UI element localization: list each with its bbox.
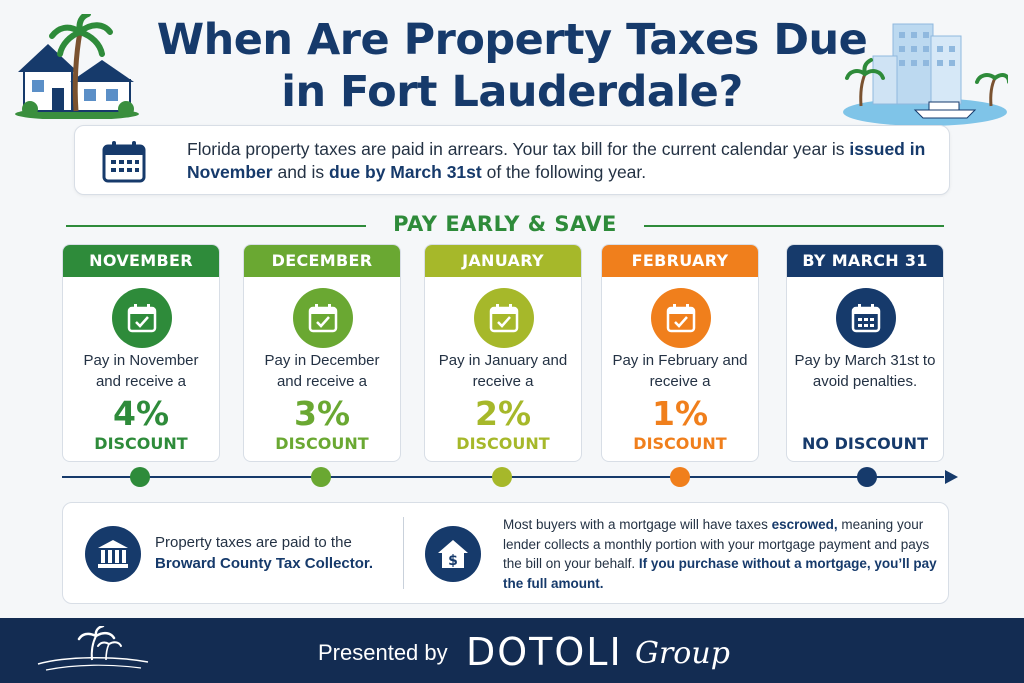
section-heading: PAY EARLY & SAVE bbox=[66, 210, 944, 240]
tax-collector-name: Broward County Tax Collector. bbox=[155, 555, 374, 572]
timeline-dot-january bbox=[492, 467, 512, 487]
card-pct: 2% bbox=[474, 394, 532, 433]
card-pct: 4% bbox=[112, 394, 170, 433]
city-illustration bbox=[843, 16, 1011, 133]
card-month: BY MARCH 31 bbox=[787, 245, 943, 277]
timeline-dot-february bbox=[670, 467, 690, 487]
card-desc: Pay in November and receive a bbox=[83, 352, 199, 390]
calendar-check-icon bbox=[474, 288, 534, 348]
card-desc: Pay by March 31st to avoid penalties. bbox=[794, 352, 936, 390]
card-discount: DISCOUNT bbox=[633, 434, 727, 453]
info-box: Property taxes are paid to the Broward C… bbox=[62, 502, 949, 604]
card-month: FEBRUARY bbox=[602, 245, 758, 277]
card-discount: DISCOUNT bbox=[275, 434, 369, 453]
card-month: NOVEMBER bbox=[63, 245, 219, 277]
brand-group: Group bbox=[635, 636, 730, 671]
divider bbox=[66, 225, 366, 227]
page-title: When Are Property Taxes Due in Fort Laud… bbox=[156, 15, 868, 117]
due-date: due by March 31st bbox=[329, 162, 482, 182]
timeline-dot-december bbox=[311, 467, 331, 487]
arrow-right-icon bbox=[945, 470, 958, 484]
timeline bbox=[62, 466, 962, 488]
svg-text:$: $ bbox=[448, 553, 458, 569]
presented-by: Presented by bbox=[318, 640, 448, 665]
card-january: JANUARY Pay in January and receive a 2% … bbox=[424, 244, 582, 462]
card-desc: Pay in December and receive a bbox=[264, 352, 380, 390]
timeline-dot-march bbox=[857, 467, 877, 487]
brand-name: DOTOLI bbox=[466, 630, 623, 674]
card-discount: DISCOUNT bbox=[94, 434, 188, 453]
card-desc: Pay in February and receive a bbox=[612, 352, 748, 390]
card-discount: DISCOUNT bbox=[456, 434, 550, 453]
divider bbox=[644, 225, 944, 227]
calendar-icon bbox=[101, 138, 147, 189]
card-month: JANUARY bbox=[425, 245, 581, 277]
card-discount: NO DISCOUNT bbox=[802, 434, 928, 453]
house-illustration bbox=[10, 11, 145, 124]
tax-collector-text: Property taxes are paid to the Broward C… bbox=[155, 534, 374, 572]
divider bbox=[403, 517, 404, 589]
card-february: FEBRUARY Pay in February and receive a 1… bbox=[601, 244, 759, 462]
intro-text: Florida property taxes are paid in arrea… bbox=[187, 139, 926, 182]
calendar-check-icon bbox=[112, 288, 172, 348]
government-building-icon bbox=[85, 526, 141, 582]
card-december: DECEMBER Pay in December and receive a 3… bbox=[243, 244, 401, 462]
card-by-march-31: BY MARCH 31 Pay by March 31st to avoid p… bbox=[786, 244, 944, 462]
footer: Presented by DOTOLI Group bbox=[0, 618, 1024, 683]
card-november: NOVEMBER Pay in November and receive a 4… bbox=[62, 244, 220, 462]
section-title: PAY EARLY & SAVE bbox=[393, 212, 617, 236]
calendar-check-icon bbox=[293, 288, 353, 348]
intro-box: Florida property taxes are paid in arrea… bbox=[74, 125, 950, 195]
card-desc: Pay in January and receive a bbox=[438, 352, 568, 390]
calendar-icon bbox=[836, 288, 896, 348]
calendar-check-icon bbox=[651, 288, 711, 348]
escrow-text: Most buyers with a mortgage will have ta… bbox=[503, 517, 937, 591]
issued-date: issued in November bbox=[187, 139, 926, 182]
card-pct: 3% bbox=[293, 394, 351, 433]
house-dollar-icon: $ bbox=[425, 526, 481, 582]
card-month: DECEMBER bbox=[244, 245, 400, 277]
palm-island-logo bbox=[36, 624, 151, 681]
card-pct: 1% bbox=[651, 394, 709, 433]
timeline-dot-november bbox=[130, 467, 150, 487]
